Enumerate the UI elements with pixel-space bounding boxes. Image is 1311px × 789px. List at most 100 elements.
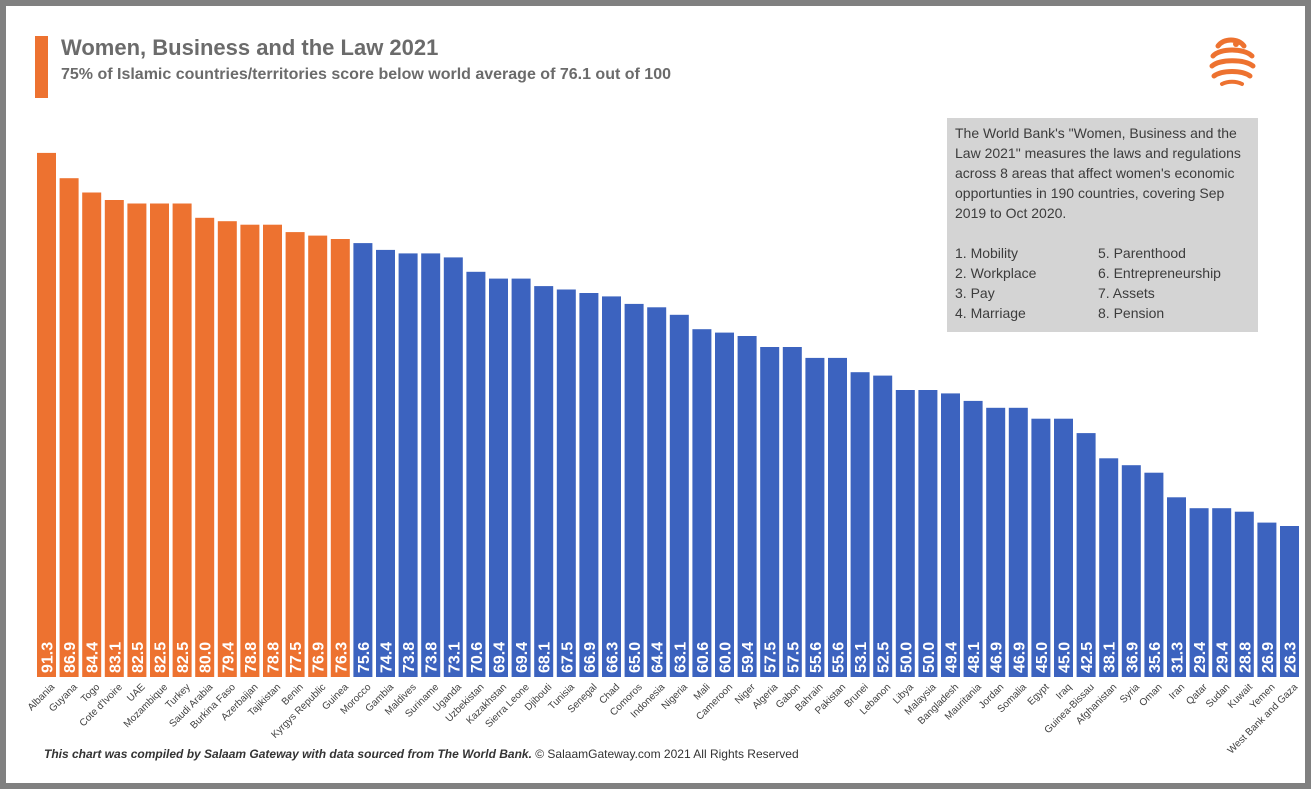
bar xyxy=(692,329,712,677)
bar-value-label: 78.8 xyxy=(243,642,260,673)
bar-value-label: 83.1 xyxy=(107,642,124,673)
bar xyxy=(150,203,169,677)
bar-value-label: 65.0 xyxy=(627,642,644,673)
bar-value-label: 38.1 xyxy=(1102,642,1119,673)
bar xyxy=(963,400,983,677)
bar-value-label: 31.3 xyxy=(1170,642,1187,673)
bar-value-label: 57.5 xyxy=(785,642,802,673)
bar xyxy=(104,200,124,677)
area-item: 7. Assets xyxy=(1098,285,1155,301)
bar xyxy=(828,357,847,677)
bar-value-label: 79.4 xyxy=(220,642,237,673)
bar-value-label: 66.9 xyxy=(582,642,599,673)
bar xyxy=(602,296,621,677)
bar xyxy=(217,221,237,677)
bar-value-label: 42.5 xyxy=(1079,642,1096,673)
area-item: 3. Pay xyxy=(955,285,995,301)
bar-value-label: 73.8 xyxy=(401,642,418,673)
bar xyxy=(918,390,938,677)
bar xyxy=(1167,497,1186,677)
bar xyxy=(579,293,599,677)
bar xyxy=(37,152,56,677)
bar-value-label: 67.5 xyxy=(559,642,576,673)
bar xyxy=(240,224,260,677)
salaam-gateway-logo-icon xyxy=(1209,37,1256,86)
bar-value-label: 84.4 xyxy=(85,642,102,673)
bar-value-label: 86.9 xyxy=(62,642,79,673)
bar-value-label: 82.5 xyxy=(130,642,147,673)
bar-value-label: 45.0 xyxy=(1057,642,1074,673)
bar-value-label: 59.4 xyxy=(740,642,757,673)
bar-value-label: 63.1 xyxy=(672,642,689,673)
bar xyxy=(1008,407,1028,677)
bar-value-label: 69.4 xyxy=(514,642,531,673)
category-label: Oman xyxy=(1138,682,1165,709)
bar-value-label: 68.1 xyxy=(537,642,554,673)
bar-value-label: 28.8 xyxy=(1237,642,1254,673)
bar xyxy=(647,307,667,677)
bar xyxy=(330,239,350,677)
bar xyxy=(172,203,192,677)
bar-value-label: 26.9 xyxy=(1260,642,1277,673)
footer-copyright: © SalaamGateway.com 2021 All Rights Rese… xyxy=(535,747,799,761)
bar-value-label: 29.4 xyxy=(1215,642,1232,673)
footer-credit: This chart was compiled by Salaam Gatewa… xyxy=(44,747,532,761)
bar xyxy=(534,286,554,677)
category-label: Cote d'Ivoire xyxy=(78,682,126,730)
info-box: The World Bank's "Women, Business and th… xyxy=(947,118,1258,332)
bar xyxy=(737,336,757,677)
bar-value-label: 53.1 xyxy=(853,642,870,673)
bar xyxy=(353,243,373,677)
bar xyxy=(895,390,915,677)
bar-value-label: 60.0 xyxy=(718,642,735,673)
bar-value-label: 36.9 xyxy=(1124,642,1141,673)
bar-value-label: 91.3 xyxy=(40,642,57,673)
bar xyxy=(1212,508,1232,677)
bar xyxy=(986,407,1006,677)
bar xyxy=(1121,465,1141,677)
bar xyxy=(1031,418,1051,677)
areas-list: 1. Mobility 5. Parenthood 2. Workplace 6… xyxy=(955,243,1250,323)
area-item: 2. Workplace xyxy=(955,265,1037,281)
area-item: 8. Pension xyxy=(1098,305,1165,321)
bar xyxy=(421,253,441,677)
bar-value-label: 78.8 xyxy=(266,642,283,673)
title-accent-bar xyxy=(35,36,48,98)
bar-value-label: 29.4 xyxy=(1192,642,1209,673)
chart-title: Women, Business and the Law 2021 xyxy=(61,35,439,60)
bar-value-label: 50.0 xyxy=(898,642,915,673)
bar xyxy=(873,375,893,677)
bar-value-label: 70.6 xyxy=(469,642,486,673)
bar-value-label: 73.1 xyxy=(446,642,463,673)
area-item: 4. Marriage xyxy=(955,305,1026,321)
bar xyxy=(1234,511,1254,677)
bar xyxy=(127,203,147,677)
bar xyxy=(669,314,689,677)
footer: This chart was compiled by Salaam Gatewa… xyxy=(44,747,799,761)
bar-value-label: 35.6 xyxy=(1147,642,1164,673)
bar-value-label: 55.6 xyxy=(808,642,825,673)
bar xyxy=(398,253,418,677)
bar-value-label: 46.9 xyxy=(989,642,1006,673)
bar xyxy=(850,372,870,677)
bar xyxy=(760,347,780,677)
category-label: Nigeria xyxy=(660,682,690,712)
bar-value-label: 49.4 xyxy=(944,642,961,673)
bar-value-label: 60.6 xyxy=(695,642,712,673)
bar-value-label: 77.5 xyxy=(288,642,305,673)
bar-value-label: 48.1 xyxy=(966,642,983,673)
bar-value-label: 82.5 xyxy=(175,642,192,673)
bar xyxy=(782,347,802,677)
bar-value-label: 80.0 xyxy=(198,642,215,673)
chart-subtitle: 75% of Islamic countries/territories sco… xyxy=(61,66,671,83)
bar xyxy=(443,257,463,677)
bar xyxy=(82,192,102,677)
bar xyxy=(466,271,486,677)
bar xyxy=(1144,472,1164,677)
bar xyxy=(1189,508,1209,677)
bar xyxy=(263,224,282,677)
bar xyxy=(1054,418,1073,677)
area-item: 1. Mobility xyxy=(955,245,1019,261)
bar xyxy=(376,249,395,677)
